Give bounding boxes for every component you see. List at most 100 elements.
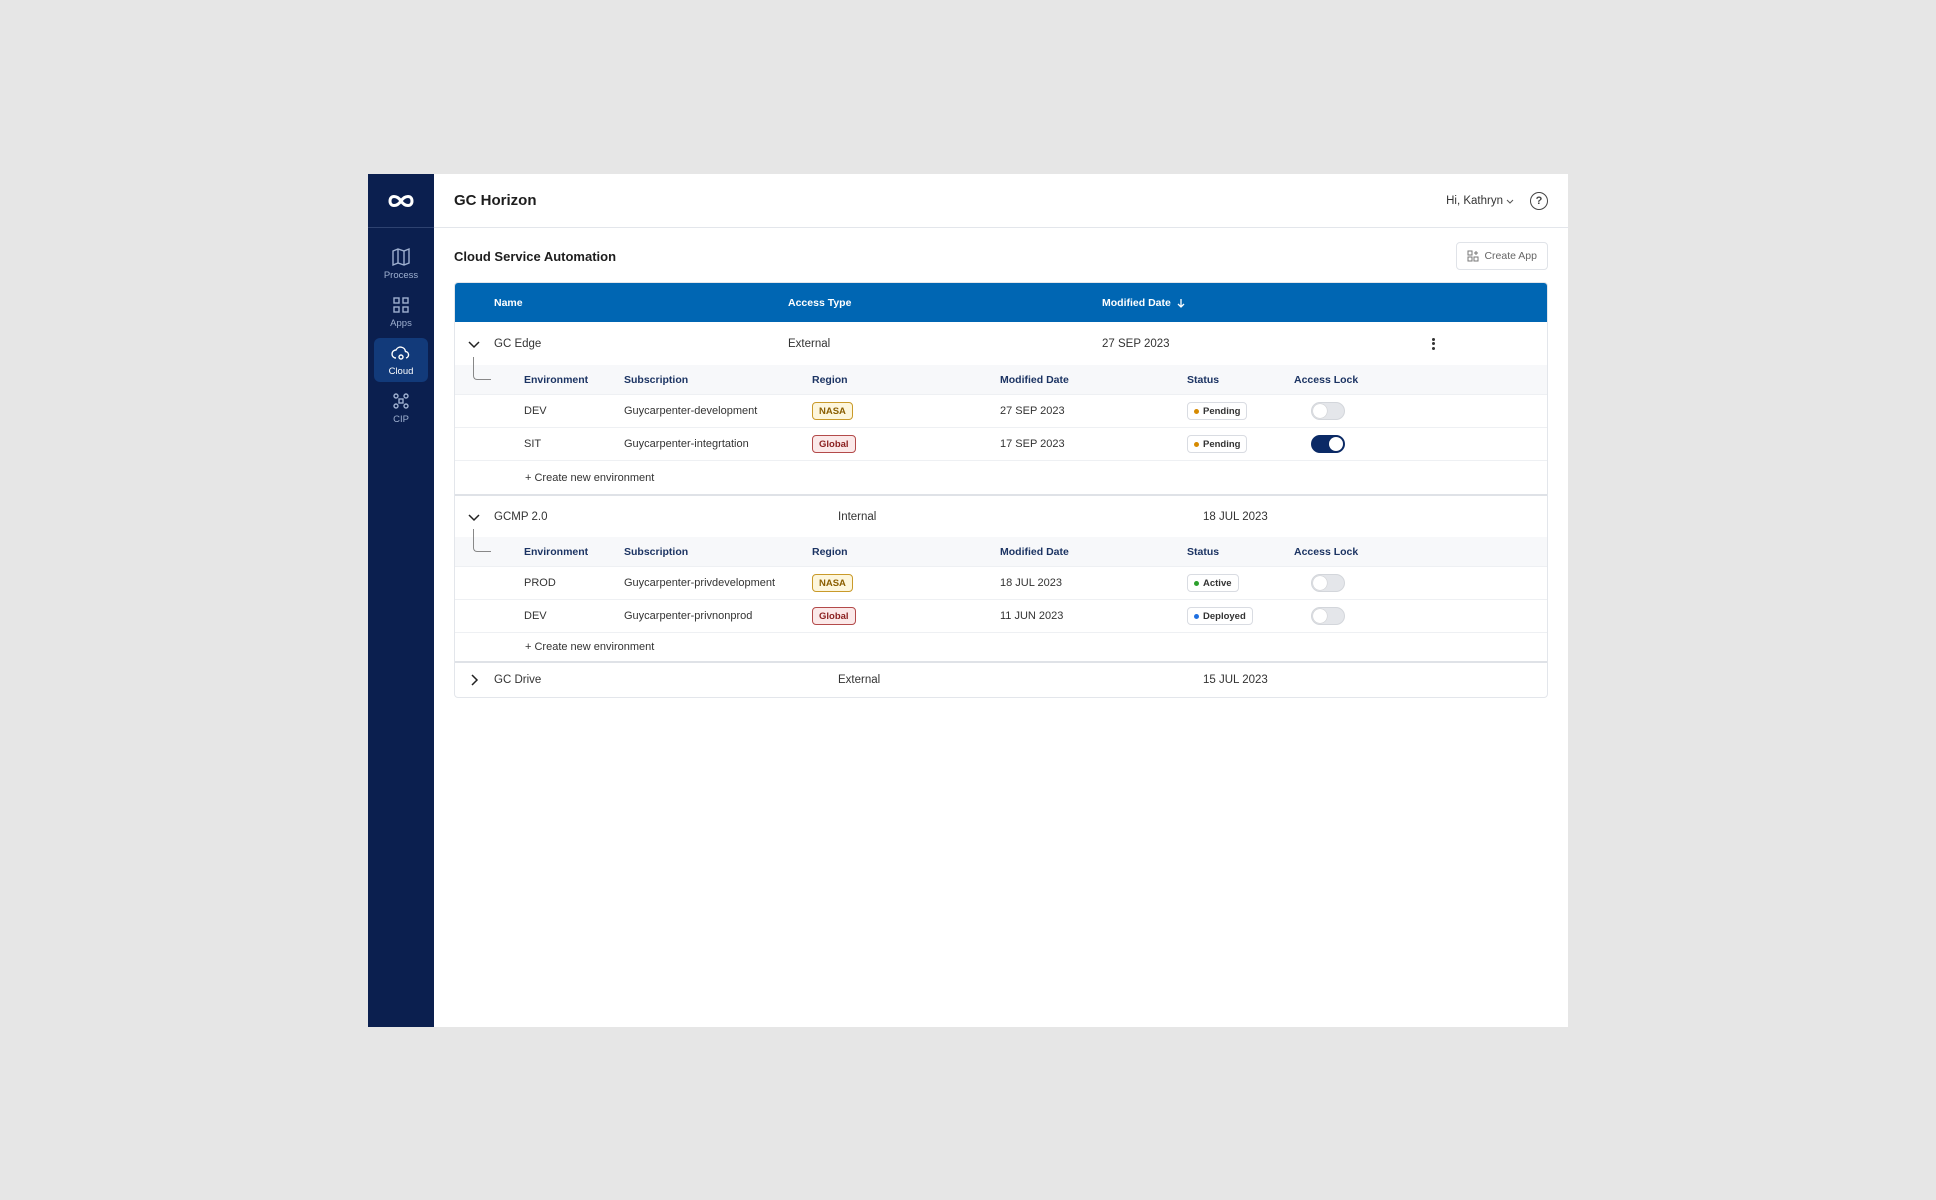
sidebar-item-cloud[interactable]: Cloud [374,338,428,382]
column-header-access-type[interactable]: Access Type [788,296,852,309]
status-badge: Pending [1187,402,1248,420]
sub-column-region: Region [812,373,848,386]
environment-table-header: Environment Subscription Region Modified… [455,529,1547,566]
sidebar-item-apps[interactable]: Apps [374,290,428,334]
top-bar: GC Horizon Hi, Kathryn ? [434,174,1568,228]
env-name: PROD [524,577,556,589]
column-header-label: Modified Date [1102,296,1171,309]
tree-connector [473,529,491,552]
chevron-right-icon[interactable] [467,673,481,687]
sidebar-item-label: Process [383,270,419,281]
sidebar-item-process[interactable]: Process [374,242,428,286]
env-subscription: Guycarpenter-privdevelopment [624,577,776,589]
modified-date: 27 SEP 2023 [1102,337,1170,350]
sub-column-environment: Environment [524,373,589,386]
status-badge: Pending [1187,435,1248,453]
sidebar: Process Apps Cloud CIP [368,174,434,1027]
list-item[interactable]: SIT Guycarpenter-integrtation Global 17 … [455,427,1547,460]
status-label: Pending [1203,405,1241,417]
logo-icon [388,194,414,207]
modified-date: 15 JUL 2023 [1203,674,1268,686]
status-dot [1194,580,1199,586]
user-menu[interactable]: Hi, Kathryn [1446,195,1514,207]
env-name: DEV [524,405,547,417]
sub-column-subscription: Subscription [624,545,689,558]
sidebar-item-label: Apps [390,318,412,329]
status-dot [1194,441,1199,447]
access-type: External [788,337,831,350]
env-modified-date: 27 SEP 2023 [1000,405,1065,417]
sub-column-region: Region [812,545,848,558]
env-modified-date: 18 JUL 2023 [1000,577,1062,589]
status-dot [1194,408,1199,414]
region-badge: NASA [812,402,853,420]
table-row[interactable]: GCMP 2.0 Internal 18 JUL 2023 [455,494,1547,537]
env-subscription: Guycarpenter-integrtation [624,438,749,450]
environment-table: Environment Subscription Region Modified… [455,357,1547,494]
sub-column-subscription: Subscription [624,373,689,386]
page-title: Cloud Service Automation [454,248,617,264]
env-modified-date: 17 SEP 2023 [1000,438,1065,450]
sub-column-environment: Environment [524,545,589,558]
status-badge: Active [1187,574,1239,592]
main-area: GC Horizon Hi, Kathryn ? Cloud Service A… [434,174,1568,1027]
sub-column-modified-date: Modified Date [1000,373,1069,386]
env-subscription: Guycarpenter-development [624,405,758,417]
environment-table: Environment Subscription Region Modified… [455,529,1547,661]
create-app-label: Create App [1484,250,1537,262]
access-lock-toggle[interactable] [1311,574,1345,592]
grid-icon [393,297,409,313]
chevron-down-icon[interactable] [467,337,481,351]
more-options-icon[interactable] [1427,336,1439,352]
access-lock-toggle[interactable] [1311,607,1345,625]
sub-column-access-lock: Access Lock [1294,545,1359,558]
status-dot [1194,613,1199,619]
sub-column-access-lock: Access Lock [1294,373,1359,386]
app-name: GCMP 2.0 [494,510,548,523]
content: Cloud Service Automation Create App Name… [434,228,1568,712]
list-item[interactable]: DEV Guycarpenter-development NASA 27 SEP… [455,394,1547,427]
region-badge: Global [812,435,856,453]
app-name: GC Edge [494,337,542,350]
arrow-down-icon [1177,298,1185,308]
cloud-gear-icon [391,346,410,360]
modified-date: 18 JUL 2023 [1203,510,1268,523]
column-header-name[interactable]: Name [494,296,523,309]
page-header: Cloud Service Automation Create App [454,242,1548,270]
table-header: Name Access Type Modified Date [455,283,1547,322]
sidebar-item-label: Cloud [388,366,414,377]
logo[interactable] [368,174,434,228]
access-type: Internal [838,510,877,523]
list-item[interactable]: DEV Guycarpenter-privnonprod Global 11 J… [455,599,1547,632]
sub-column-modified-date: Modified Date [1000,545,1069,558]
create-app-button[interactable]: Create App [1456,242,1548,270]
list-item[interactable]: PROD Guycarpenter-privdevelopment NASA 1… [455,566,1547,599]
help-icon[interactable]: ? [1530,191,1548,210]
access-lock-toggle[interactable] [1311,402,1345,420]
region-badge: NASA [812,574,853,592]
create-environment-link[interactable]: + Create new environment [525,641,655,653]
chevron-down-icon [1506,199,1514,204]
environment-table-header: Environment Subscription Region Modified… [455,357,1547,394]
region-badge: Global [812,607,856,625]
sub-column-status: Status [1187,545,1220,558]
create-environment-link[interactable]: + Create new environment [525,471,655,484]
table-row[interactable]: GC Drive External 15 JUL 2023 [455,661,1547,697]
apps-table: Name Access Type Modified Date GC Edge E… [454,282,1548,698]
cip-icon [393,393,409,409]
env-modified-date: 11 JUN 2023 [1000,610,1064,622]
column-header-modified-date[interactable]: Modified Date [1102,297,1186,309]
env-subscription: Guycarpenter-privnonprod [624,610,753,622]
app-window: Process Apps Cloud CIP GC Horizon Hi, Ka… [368,174,1568,1027]
map-icon [392,247,410,267]
status-badge: Deployed [1187,607,1253,625]
sidebar-item-label: CIP [393,414,409,425]
table-row[interactable]: GC Edge External 27 SEP 2023 [455,322,1547,365]
tree-connector [473,357,491,380]
chevron-down-icon[interactable] [467,510,481,524]
access-lock-toggle[interactable] [1311,435,1345,453]
status-label: Active [1203,577,1232,589]
create-environment-row: + Create new environment [455,460,1547,494]
sidebar-item-cip[interactable]: CIP [374,386,428,430]
status-label: Pending [1203,438,1241,450]
